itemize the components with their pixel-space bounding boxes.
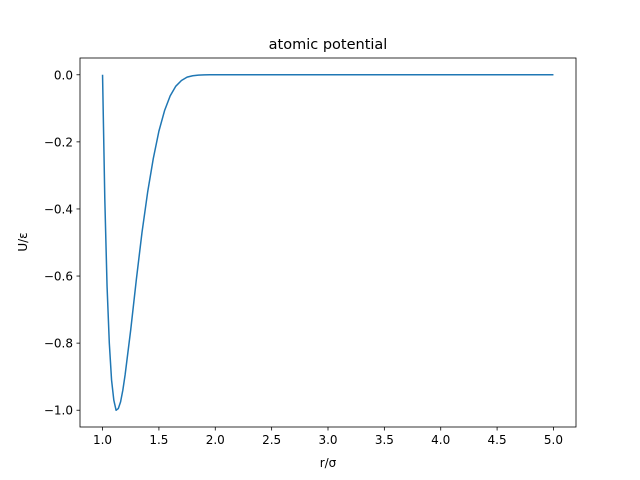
x-tick-label: 2.0 <box>206 433 225 447</box>
axes-layer: 1.0 1.5 2.0 2.5 3.0 3.5 4.0 4.5 5.0 0.0 −0.2 −0.4 −0… <box>44 57 577 447</box>
x-tick-label: 2.5 <box>262 433 281 447</box>
series-line-0 <box>101 74 554 411</box>
y-axis-label: U/ε <box>16 232 30 251</box>
x-tick-label: 1.0 <box>93 433 112 447</box>
x-tick-label: 4.5 <box>488 433 507 447</box>
y-tick-label: −0.8 <box>44 337 73 351</box>
chart-title: atomic potential <box>269 37 388 53</box>
y-tick-label: −1.0 <box>44 404 73 418</box>
x-tick-label: 1.5 <box>149 433 168 447</box>
x-tick-label: 3.0 <box>318 433 337 447</box>
y-tick-label: −0.6 <box>44 270 73 284</box>
y-tick-label: −0.4 <box>44 202 73 216</box>
x-tick-label: 5.0 <box>544 433 563 447</box>
y-tick-label: −0.2 <box>44 135 73 149</box>
y-tick-label: 0.0 <box>54 68 73 82</box>
x-tick-label: 4.0 <box>431 433 450 447</box>
plot-layer <box>101 74 554 411</box>
x-tick-label: 3.5 <box>375 433 394 447</box>
x-axis-label: r/σ <box>320 456 337 470</box>
